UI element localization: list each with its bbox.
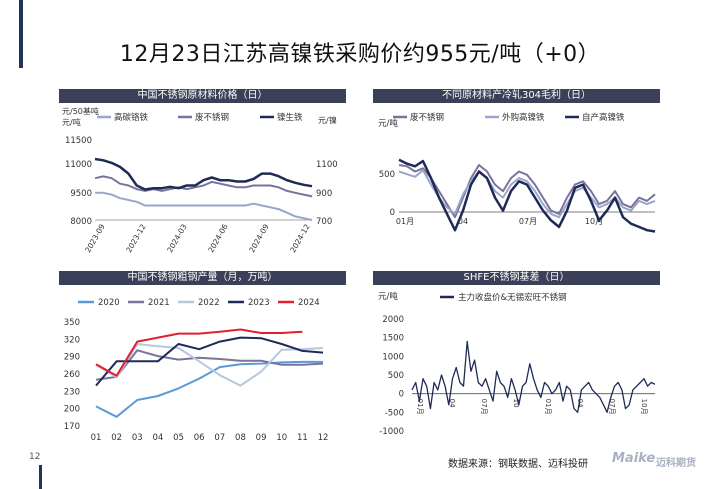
page-title: 12月23日江苏高镍铁采购价约955元/吨（+0） [119,42,601,67]
chart3-xtick: 06 [194,433,205,443]
chart4-ylabel: 元/吨 [378,291,398,302]
chart3-legend-label: 2024 [298,298,320,308]
chart3-xtick: 07 [214,433,225,443]
chart4-series-line [411,340,656,413]
chart3-ytick: 350 [64,318,80,328]
chart1-legend-label: 高碳铬铁 [114,112,149,123]
chart2-ytick: 0 [390,208,395,218]
chart3-xtick: 05 [173,433,184,443]
chart3-xtick: 08 [235,433,246,443]
chart3-xtick: 10 [276,433,287,443]
chart4-ytick: 2000 [382,315,404,325]
chart4-xtick: 07月 [608,399,616,415]
chart3-xtick: 01 [91,433,102,443]
brand-logo-cn: 迈科期货 [656,458,696,469]
decor-bar [19,0,23,68]
chart3-xtick: 04 [152,433,163,443]
chart2-legend-label: 外购高镍铁 [502,112,545,123]
chart3-ytick: 290 [64,353,80,363]
chart3-legend-label: 2022 [198,298,220,308]
chart4-xtick: 07月 [480,399,488,415]
chart4-ytick: -1000 [379,427,404,437]
chart4-xtick: 10月 [640,399,648,415]
chart3-ytick: 170 [64,422,80,432]
chart4-xtick: 01月 [416,399,424,415]
chart2-xtick: 01月 [396,217,414,226]
chart3-xtick: 12 [318,433,329,443]
chart2-ylabel: 元/吨 [378,118,398,129]
chart4-ytick: -500 [385,408,404,418]
chart4-ytick: 0 [399,390,404,400]
chart1-series-line [94,175,313,198]
chart2-legend-label: 废不锈钢 [410,112,444,123]
chart3-series-line [95,349,324,381]
chart3-ytick: 230 [64,387,80,397]
chart3-legend-label: 2023 [248,298,270,308]
chart1-title: 中国不锈钢原材料价格（日） [59,89,346,103]
chart3-ytick: 260 [64,370,80,380]
chart1-ytick-left: 11000 [65,160,92,170]
chart1-ytick-left: 8000 [70,217,92,227]
chart1-legend-label: 废不锈钢 [195,112,229,123]
chart2-series-line [398,164,656,219]
chart4-xtick: 04 [576,399,584,408]
chart3-xtick: 03 [132,433,143,443]
chart3-series-line [95,360,323,418]
chart2-legend-label: 自产高镍铁 [582,112,625,123]
chart1-ylabel-left: 元/50基吨 [62,106,99,116]
chart4-ytick: 500 [388,371,404,381]
chart4-xtick: 01月 [544,399,552,415]
chart2-title: 不同原材料产冷轧304毛利（日） [373,89,660,103]
chart3-ytick: 200 [64,405,80,415]
page-number: 12 [29,452,41,462]
chart4-ytick: 1500 [382,334,404,344]
chart2-ytick: 500 [379,170,395,180]
chart3-series-line [95,336,324,387]
chart3-ytick: 320 [64,335,80,345]
chart3-series-line [95,343,324,387]
chart3-legend-label: 2021 [148,298,170,308]
chart1-series-line [94,157,313,191]
chart1-ylabel-left-2: 元/吨 [62,117,81,127]
chart3-xtick: 02 [111,433,122,443]
chart1-ytick-left: 9500 [70,189,92,199]
chart2-series-line [398,158,656,233]
chart4-xtick: 10 [512,399,520,408]
chart4-title: SHFE不锈钢基差（日） [373,271,660,285]
chart4-legend-label: 主力收盘价&无锡宏旺不锈钢 [458,292,567,303]
chart1-legend-label: 镍生铁 [277,112,303,123]
chart1-ytick-right: 900 [316,189,332,199]
chart3-xtick: 11 [297,433,308,443]
data-source: 数据来源：钢联数据、迈科投研 [448,459,588,470]
chart3-xtick: 09 [256,433,267,443]
chart2-xtick: 07月 [519,217,537,226]
chart1-series-line [95,191,313,221]
chart2-xtick: 04 [458,217,468,226]
chart3-series-line [95,328,303,377]
chart1-ylabel-right: 元/镍 [318,115,337,125]
chart1-ytick-left: 11500 [65,136,92,146]
decor-bar-bottom [39,465,42,489]
chart3-legend-label: 2020 [98,298,120,308]
chart3-title: 中国不锈钢粗钢产量（月，万吨） [59,271,346,285]
chart4-xtick: 04 [448,399,456,408]
brand-logo: Maike [612,451,656,466]
chart4-ytick: 1000 [382,352,404,362]
chart1-ytick-right: 700 [316,217,332,227]
chart1-ytick-right: 1100 [316,160,338,170]
chart2-xtick: 10月 [585,217,603,226]
